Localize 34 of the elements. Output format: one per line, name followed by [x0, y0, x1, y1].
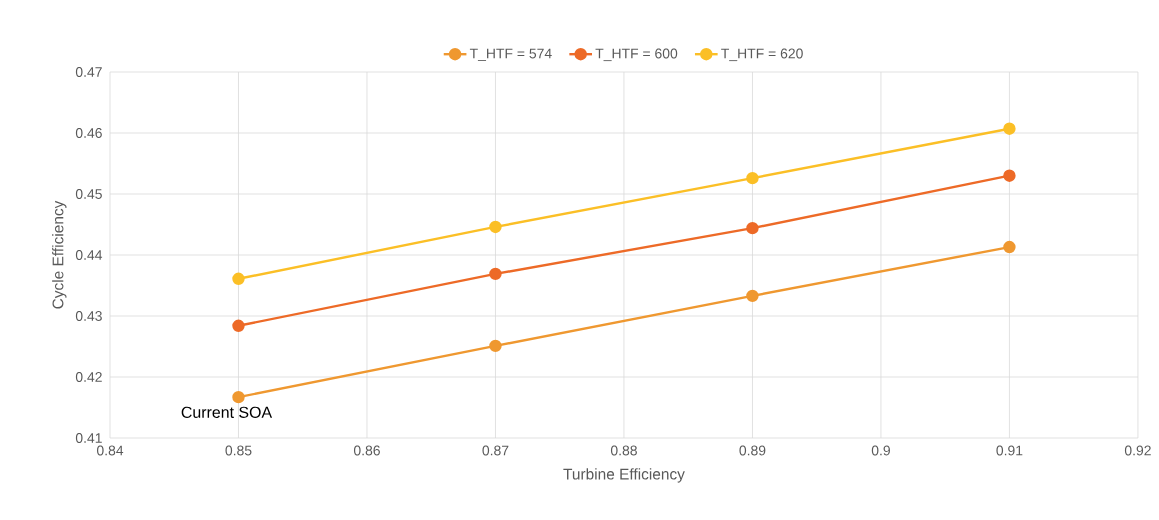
y-tick-label: 0.47 [75, 67, 102, 77]
x-tick-label: 0.85 [225, 445, 252, 456]
y-tick-label: 0.45 [75, 189, 102, 199]
y-tick-label: 0.42 [75, 372, 102, 382]
x-axis-title: Turbine Efficiency [563, 468, 685, 483]
point [1003, 169, 1016, 182]
point [232, 390, 245, 404]
x-tick-label: 0.91 [996, 445, 1023, 456]
point [489, 220, 502, 234]
y-tick-label: 0.43 [75, 311, 102, 321]
y-axis-title: Cycle Efficiency [52, 200, 67, 309]
y-tick-label: 0.44 [75, 250, 103, 260]
point [232, 319, 245, 332]
point [489, 267, 502, 281]
point [232, 272, 245, 285]
legend-label: T_HTF = 620 [721, 48, 803, 62]
point [746, 289, 759, 303]
point [746, 171, 759, 185]
x-tick-label: 0.92 [1124, 445, 1151, 456]
legend-label: T_HTF = 600 [595, 48, 678, 62]
point [746, 221, 759, 235]
legend-label: T_HTF = 574 [469, 48, 552, 62]
point [1003, 122, 1016, 135]
point [489, 339, 502, 353]
x-tick-label: 0.86 [353, 445, 380, 456]
x-tick-label: 0.87 [482, 445, 509, 456]
y-tick-label: 0.46 [75, 128, 102, 138]
y-tick-label: 0.41 [75, 433, 102, 443]
annotation: Current SOA [181, 406, 273, 418]
point [1003, 240, 1016, 254]
x-tick-label: 0.88 [610, 445, 637, 456]
x-tick-label: 0.84 [96, 445, 124, 456]
x-tick-label: 0.89 [739, 445, 766, 456]
x-tick-label: 0.9 [871, 445, 890, 456]
